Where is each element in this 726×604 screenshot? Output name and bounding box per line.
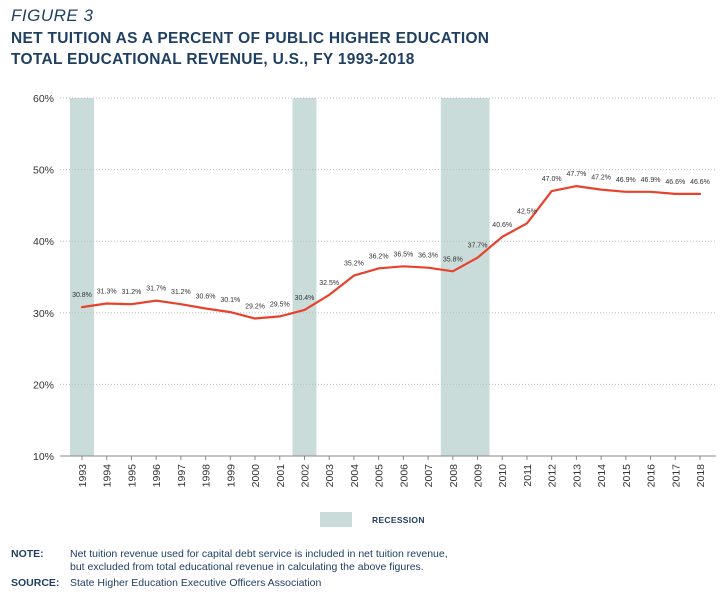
data-label: 30.8% xyxy=(72,292,92,299)
source-key: SOURCE: xyxy=(11,577,60,589)
series-line-path xyxy=(80,185,702,320)
data-label: 36.3% xyxy=(418,253,438,260)
x-tick-label: 2017 xyxy=(670,464,682,488)
data-label: 31.3% xyxy=(97,288,117,295)
x-tick-label: 1999 xyxy=(225,464,237,488)
x-tick-label: 2000 xyxy=(250,464,262,488)
x-tick-label: 1997 xyxy=(176,464,188,488)
data-labels: 30.8% 31.3% 31.2% 31.7% 31.2% 30.6% 30.1% 29.2%… xyxy=(72,171,710,310)
line-chart: 10%20%30%40%50%60% 1993 1994 1995 1996 1997 1… xyxy=(33,93,716,487)
data-label: 46.9% xyxy=(616,177,636,184)
note-key: NOTE: xyxy=(11,548,44,560)
recession-band-2008 xyxy=(440,98,490,456)
data-label: 46.6% xyxy=(690,179,710,186)
data-label: 47.7% xyxy=(566,171,586,178)
data-label: 40.6% xyxy=(492,222,512,229)
data-label: 30.4% xyxy=(295,295,315,302)
x-tick-label: 2018 xyxy=(695,464,707,488)
data-label: 36.2% xyxy=(369,253,389,260)
figure-label: FIGURE 3 xyxy=(11,6,94,25)
gridlines xyxy=(60,97,716,457)
data-label: 47.2% xyxy=(591,175,611,182)
x-tick-label: 2012 xyxy=(547,464,559,488)
source-text: State Higher Education Executive Officer… xyxy=(70,577,322,589)
data-label: 29.2% xyxy=(245,304,265,311)
recession-bands xyxy=(70,98,490,456)
x-tick-label: 2016 xyxy=(646,464,658,488)
x-tick-label: 2008 xyxy=(448,464,460,488)
series-line xyxy=(80,185,702,320)
x-tick-label: 2004 xyxy=(349,464,361,488)
y-tick-label: 30% xyxy=(33,308,54,320)
note-line2: but excluded from total educational reve… xyxy=(70,561,424,573)
data-label: 37.7% xyxy=(468,243,488,250)
note-text: Net tuition revenue used for capital deb… xyxy=(70,548,448,574)
x-tick-label: 1993 xyxy=(77,464,89,488)
x-tick-label: 2001 xyxy=(275,464,287,488)
data-label: 35.2% xyxy=(344,261,364,268)
data-label: 31.2% xyxy=(122,289,142,296)
data-label: 36.5% xyxy=(393,251,413,258)
data-label: 29.5% xyxy=(270,301,290,308)
data-label: 42.5% xyxy=(517,208,537,215)
legend-label-recession: RECESSION xyxy=(372,514,425,525)
y-axis-ticks: 10% 20% 30% 40% 50% 60% xyxy=(33,93,54,463)
x-tick-label: 2003 xyxy=(324,464,336,488)
y-tick-label: 40% xyxy=(33,236,54,248)
note-row: NOTE: Net tuition revenue used for capit… xyxy=(11,548,711,574)
data-label: 30.1% xyxy=(220,297,240,304)
x-tick-label: 2010 xyxy=(497,464,509,488)
y-tick-label: 60% xyxy=(33,93,54,105)
y-tick-label: 10% xyxy=(33,451,54,463)
x-tick-label: 1994 xyxy=(102,464,114,488)
data-label: 35.8% xyxy=(443,256,463,263)
x-tick-label: 2015 xyxy=(621,464,633,488)
x-tick-label: 2002 xyxy=(299,464,311,488)
recession-band-1993 xyxy=(70,98,94,456)
note-line1: Net tuition revenue used for capital deb… xyxy=(70,548,448,560)
legend: RECESSION xyxy=(320,512,425,527)
x-tick-label: 2007 xyxy=(423,464,435,488)
recession-swatch xyxy=(320,512,352,527)
y-tick-label: 20% xyxy=(33,379,54,391)
data-label: 32.5% xyxy=(319,280,339,287)
x-tick-label: 2005 xyxy=(374,464,386,488)
recession-band-2002 xyxy=(292,98,317,456)
data-label: 31.2% xyxy=(171,289,191,296)
x-tick-label: 2009 xyxy=(473,464,485,488)
data-label: 31.7% xyxy=(146,286,166,293)
x-tick-label: 1995 xyxy=(126,464,138,488)
y-tick-label: 50% xyxy=(33,165,54,177)
x-tick-label: 2013 xyxy=(571,464,583,488)
data-label: 46.9% xyxy=(641,177,661,184)
chart-title: NET TUITION AS A PERCENT OF PUBLIC HIGHE… xyxy=(11,28,711,70)
chart-title-line2: TOTAL EDUCATIONAL REVENUE, U.S., FY 1993… xyxy=(11,51,415,68)
data-label: 47.0% xyxy=(542,176,562,183)
data-label: 30.6% xyxy=(196,294,216,301)
source-row: SOURCE: State Higher Education Executive… xyxy=(11,577,711,590)
footnotes: NOTE: Net tuition revenue used for capit… xyxy=(11,548,711,593)
x-tick-label: 2006 xyxy=(398,464,410,488)
x-tick-label: 1998 xyxy=(201,464,213,488)
x-axis-ticks: 1993 1994 1995 1996 1997 1998 1999 2000 2001 2002… xyxy=(77,456,707,487)
data-label: 46.6% xyxy=(665,179,685,186)
x-tick-label: 1996 xyxy=(151,464,163,488)
chart-title-line1: NET TUITION AS A PERCENT OF PUBLIC HIGHE… xyxy=(11,30,490,47)
x-tick-label: 2011 xyxy=(522,464,534,487)
x-tick-label: 2014 xyxy=(596,464,608,488)
